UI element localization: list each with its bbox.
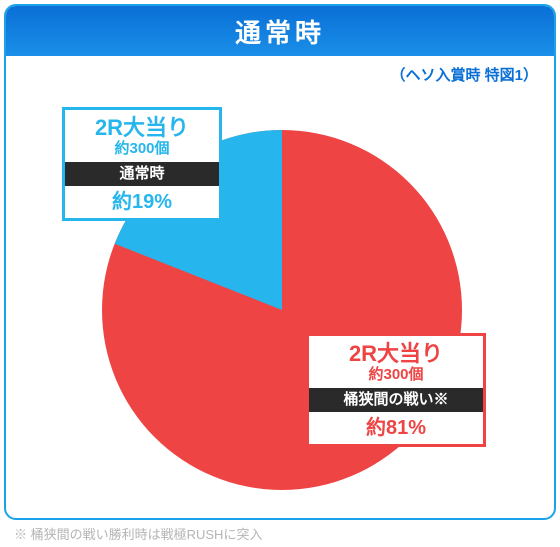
panel-title: 通常時 bbox=[235, 13, 325, 50]
callout-blue-count: 約300個 bbox=[79, 140, 205, 158]
callout-red-count: 約300個 bbox=[323, 366, 469, 384]
callout-red-mode: 桶狭間の戦い※ bbox=[309, 388, 483, 412]
callout-blue-percent: 約19% bbox=[79, 190, 205, 214]
chart-area: 2R大当り 約300個 通常時 約19% 2R大当り 約300個 桶狭間の戦い※… bbox=[6, 85, 554, 518]
callout-blue-title: 2R大当り bbox=[79, 116, 205, 140]
callout-blue-mode: 通常時 bbox=[65, 162, 219, 186]
callout-red-percent: 約81% bbox=[323, 416, 469, 440]
panel-header: 通常時 bbox=[6, 6, 554, 56]
callout-red-title: 2R大当り bbox=[323, 342, 469, 366]
panel-subheader: （ヘソ入賞時 特図1） bbox=[6, 56, 554, 85]
footnote: ※ 桶狭間の戦い勝利時は戦極RUSHに突入 bbox=[14, 524, 262, 543]
chart-panel: 通常時 （ヘソ入賞時 特図1） 2R大当り 約300個 通常時 約19% 2R大… bbox=[4, 4, 556, 520]
callout-red: 2R大当り 約300個 桶狭間の戦い※ 約81% bbox=[306, 333, 486, 447]
callout-blue: 2R大当り 約300個 通常時 約19% bbox=[62, 107, 222, 221]
